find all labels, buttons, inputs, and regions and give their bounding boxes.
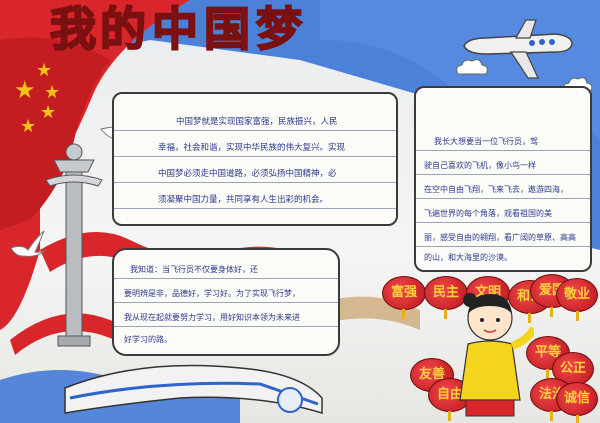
girl-figure-icon	[459, 293, 534, 417]
text-line: 幸福，社会和谐，实现中华民族的伟大复兴。实现	[114, 142, 396, 157]
text-line: 我知道：当飞行员不仅要身体好，还	[114, 264, 338, 279]
star-icon: ★	[36, 60, 53, 81]
text-panel-plan: 我知道：当飞行员不仅要身体好，还 要明辨是非，品德好，学习好。为了实现飞行梦， …	[112, 248, 340, 356]
title-char: 我	[49, 2, 97, 56]
lantern-icon: 敬业	[556, 278, 598, 321]
text-line: 我长大想要当一位飞行员，驾	[416, 136, 590, 151]
star-icon: ★	[44, 82, 61, 103]
text-line: 须凝聚中国力量，共同享有人生出彩的机会。	[114, 194, 396, 209]
lantern-icon: 诚信	[556, 382, 598, 423]
text-line: 要明辨是非，品德好，学习好。为了实现飞行梦，	[114, 288, 338, 303]
text-line: 中国梦就是实现国家富强，民族振兴，人民	[114, 116, 396, 131]
dove-icon	[10, 230, 47, 257]
text-line: 的山，和大海里的沙漠。	[424, 253, 512, 262]
lantern-label: 公正	[559, 361, 586, 376]
lantern-label: 诚信	[563, 391, 590, 406]
lantern-label: 民主	[432, 285, 459, 300]
lantern-label: 自由	[436, 387, 463, 402]
lantern-icon: 富强	[382, 276, 426, 319]
title-char: 国	[203, 2, 251, 56]
train-icon	[64, 364, 323, 415]
text-line: 好学习的路。	[124, 335, 172, 344]
text-line: 我从现在起就要努力学习，用好知识本领为未来进	[114, 312, 338, 327]
airplane-icon	[463, 19, 573, 79]
lantern-label: 敬业	[563, 287, 590, 302]
lantern-label: 友善	[418, 367, 445, 382]
text-line: 中国梦必须走中国道路，必须弘扬中国精神，必	[114, 168, 396, 183]
text-line: 丽，感受自由的翱翔，看广阔的草原、高高	[416, 232, 590, 247]
text-panel-pilot: 我长大想要当一位飞行员，驾 驶自己喜欢的飞机，像小鸟一样 在空中自由飞翔，飞来飞…	[414, 86, 592, 272]
text-line: 在空中自由飞翔，飞来飞去，遨游四海，	[416, 184, 590, 199]
star-icon: ★	[40, 102, 57, 123]
title-char: 中	[151, 2, 199, 56]
title-char: 的	[99, 2, 147, 56]
star-icon: ★	[20, 116, 37, 137]
text-line: 飞遍世界的每个角落，观看祖国的美	[416, 208, 590, 223]
text-panel-dream: 中国梦就是实现国家富强，民族振兴，人民 幸福，社会和谐，实现中华民族的伟大复兴。…	[112, 92, 398, 226]
title-char: 梦	[255, 2, 303, 56]
text-line: 驶自己喜欢的飞机，像小鸟一样	[416, 160, 590, 175]
cloud-icon	[456, 59, 488, 75]
lantern-label: 平等	[534, 345, 561, 360]
lantern-icon: 民主	[424, 276, 468, 319]
huabiao-column-icon	[45, 143, 103, 347]
star-icon: ★	[14, 76, 36, 104]
lantern-label: 富强	[390, 285, 417, 300]
